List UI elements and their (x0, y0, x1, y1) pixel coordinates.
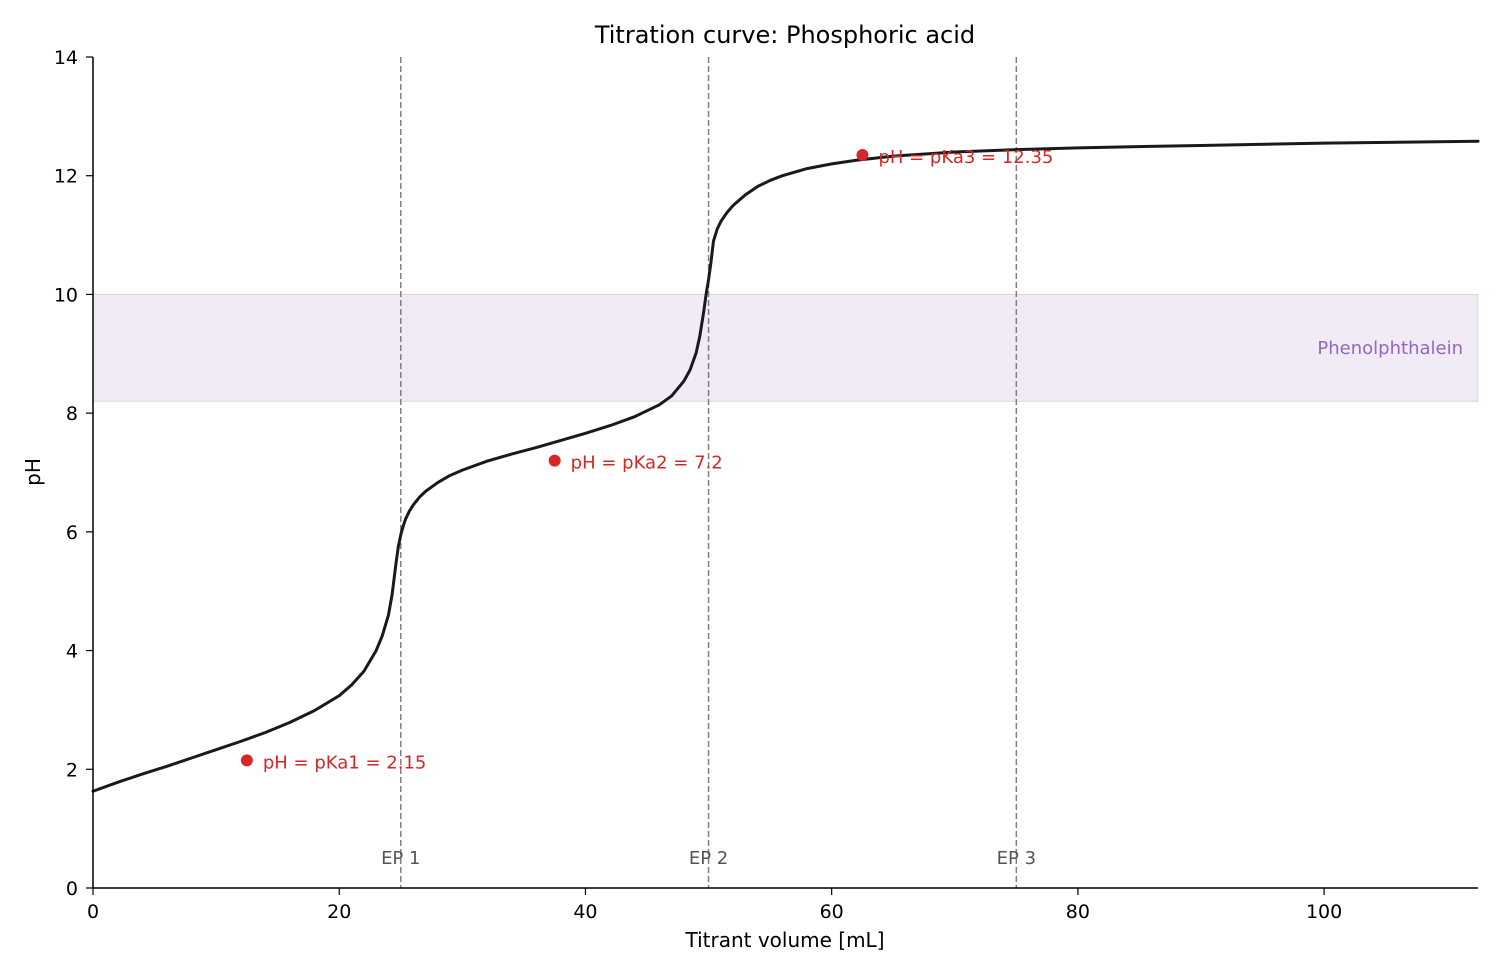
equivalence-label-1: EP 1 (381, 848, 420, 869)
y-tick-label-8: 8 (66, 403, 78, 425)
pka-label-3: pH = pKa3 = 12.35 (878, 147, 1053, 168)
indicator-band-label: Phenolphthalein (1317, 338, 1463, 359)
equivalence-label-3: EP 3 (997, 848, 1036, 869)
pka-label-2: pH = pKa2 = 7.2 (571, 453, 723, 474)
pka-point-3 (856, 148, 869, 161)
x-tick-label-20: 20 (327, 901, 351, 923)
y-axis-title: pH (21, 458, 45, 486)
x-tick-label-40: 40 (573, 901, 597, 923)
pka-point-1 (240, 754, 253, 767)
y-tick-label-0: 0 (66, 878, 78, 900)
y-tick-label-12: 12 (54, 166, 78, 188)
pka-points-layer: pH = pKa1 = 2.15 pH = pKa2 = 7.2 pH = pKa3… (240, 147, 1053, 773)
curve-layer (91, 139, 1480, 793)
equivalence-lines-layer: EP 1 EP 2 EP 3 (381, 57, 1036, 888)
equivalence-label-2: EP 2 (689, 848, 728, 869)
x-tick-label-60: 60 (820, 901, 844, 923)
x-tick-label-0: 0 (87, 901, 99, 923)
y-tick-label-4: 4 (66, 641, 78, 663)
y-tick-label-2: 2 (66, 759, 78, 781)
axes-layer: 0 20 40 60 80 100 0 2 4 6 8 10 12 14 (54, 47, 1478, 923)
x-axis-title: Titrant volume [mL] (684, 928, 884, 952)
chart-title: Titration curve: Phosphoric acid (594, 21, 975, 49)
indicator-band-layer: Phenolphthalein (92, 293, 1479, 402)
y-tick-label-6: 6 (66, 522, 78, 544)
titration-curve-line (91, 139, 1480, 793)
pka-label-1: pH = pKa1 = 2.15 (263, 752, 427, 773)
x-tick-label-100: 100 (1306, 901, 1342, 923)
y-tick-label-14: 14 (54, 47, 78, 69)
y-tick-label-10: 10 (54, 284, 78, 306)
x-tick-label-80: 80 (1066, 901, 1090, 923)
indicator-band (92, 293, 1479, 402)
pka-point-2 (548, 454, 561, 467)
